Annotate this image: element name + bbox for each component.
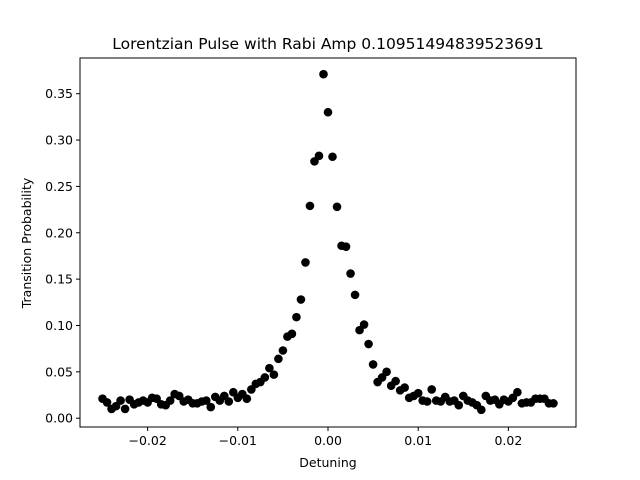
plot-frame [79, 57, 577, 428]
data-point [242, 394, 252, 404]
data-point [364, 339, 373, 349]
data-point [359, 320, 369, 329]
data-point [224, 397, 234, 406]
data-point [549, 399, 558, 408]
y-axis-ticks: 0.00 0.05 0.10 0.15 0.20 0.25 0.30 0.35 [45, 86, 80, 426]
data-point [477, 405, 486, 415]
x-tick-label: 0.00 [314, 433, 342, 448]
chart-title: Lorentzian Pulse with Rabi Amp 0.1095149… [112, 35, 543, 53]
data-point [341, 242, 351, 251]
y-tick-label: 0.00 [45, 411, 73, 426]
y-tick-label: 0.25 [45, 179, 73, 194]
data-point [274, 354, 283, 364]
data-point [319, 69, 328, 79]
data-point [422, 397, 432, 406]
data-point [454, 400, 464, 410]
data-point [391, 376, 400, 386]
y-tick-label: 0.15 [45, 272, 73, 287]
data-point [332, 202, 342, 212]
data-point [368, 360, 378, 369]
data-point [314, 151, 324, 161]
data-point [206, 402, 216, 412]
data-point [278, 346, 288, 355]
data-point [201, 396, 211, 405]
data-point [323, 107, 333, 117]
data-point [260, 373, 270, 382]
data-point [427, 385, 437, 394]
data-points [98, 69, 558, 415]
data-point [116, 396, 125, 405]
data-point [382, 367, 391, 377]
data-point [120, 404, 130, 414]
data-point [400, 383, 409, 392]
y-tick-label: 0.05 [45, 364, 73, 379]
x-axis-ticks: −0.02 −0.01 0.00 0.01 0.02 [128, 427, 522, 448]
data-point [513, 387, 522, 397]
x-tick-label: −0.01 [219, 433, 257, 448]
data-point [296, 295, 306, 304]
data-point [102, 398, 112, 407]
data-point [328, 152, 337, 162]
data-point [287, 329, 297, 339]
data-point [346, 269, 355, 278]
x-tick-label: −0.02 [128, 433, 166, 448]
x-axis-label: Detuning [299, 455, 356, 470]
y-axis-label: Transition Probability [19, 177, 34, 309]
data-point [305, 201, 315, 211]
data-point [350, 290, 360, 300]
data-point [265, 363, 274, 373]
y-tick-label: 0.10 [45, 318, 73, 333]
data-point [292, 312, 301, 322]
x-tick-label: 0.01 [404, 433, 432, 448]
data-point [165, 396, 175, 405]
x-tick-label: 0.02 [494, 433, 522, 448]
data-point [301, 258, 310, 267]
data-point [413, 388, 423, 398]
y-tick-label: 0.35 [45, 86, 73, 101]
y-tick-label: 0.30 [45, 133, 73, 148]
y-tick-label: 0.20 [45, 225, 73, 240]
data-point [269, 370, 279, 379]
